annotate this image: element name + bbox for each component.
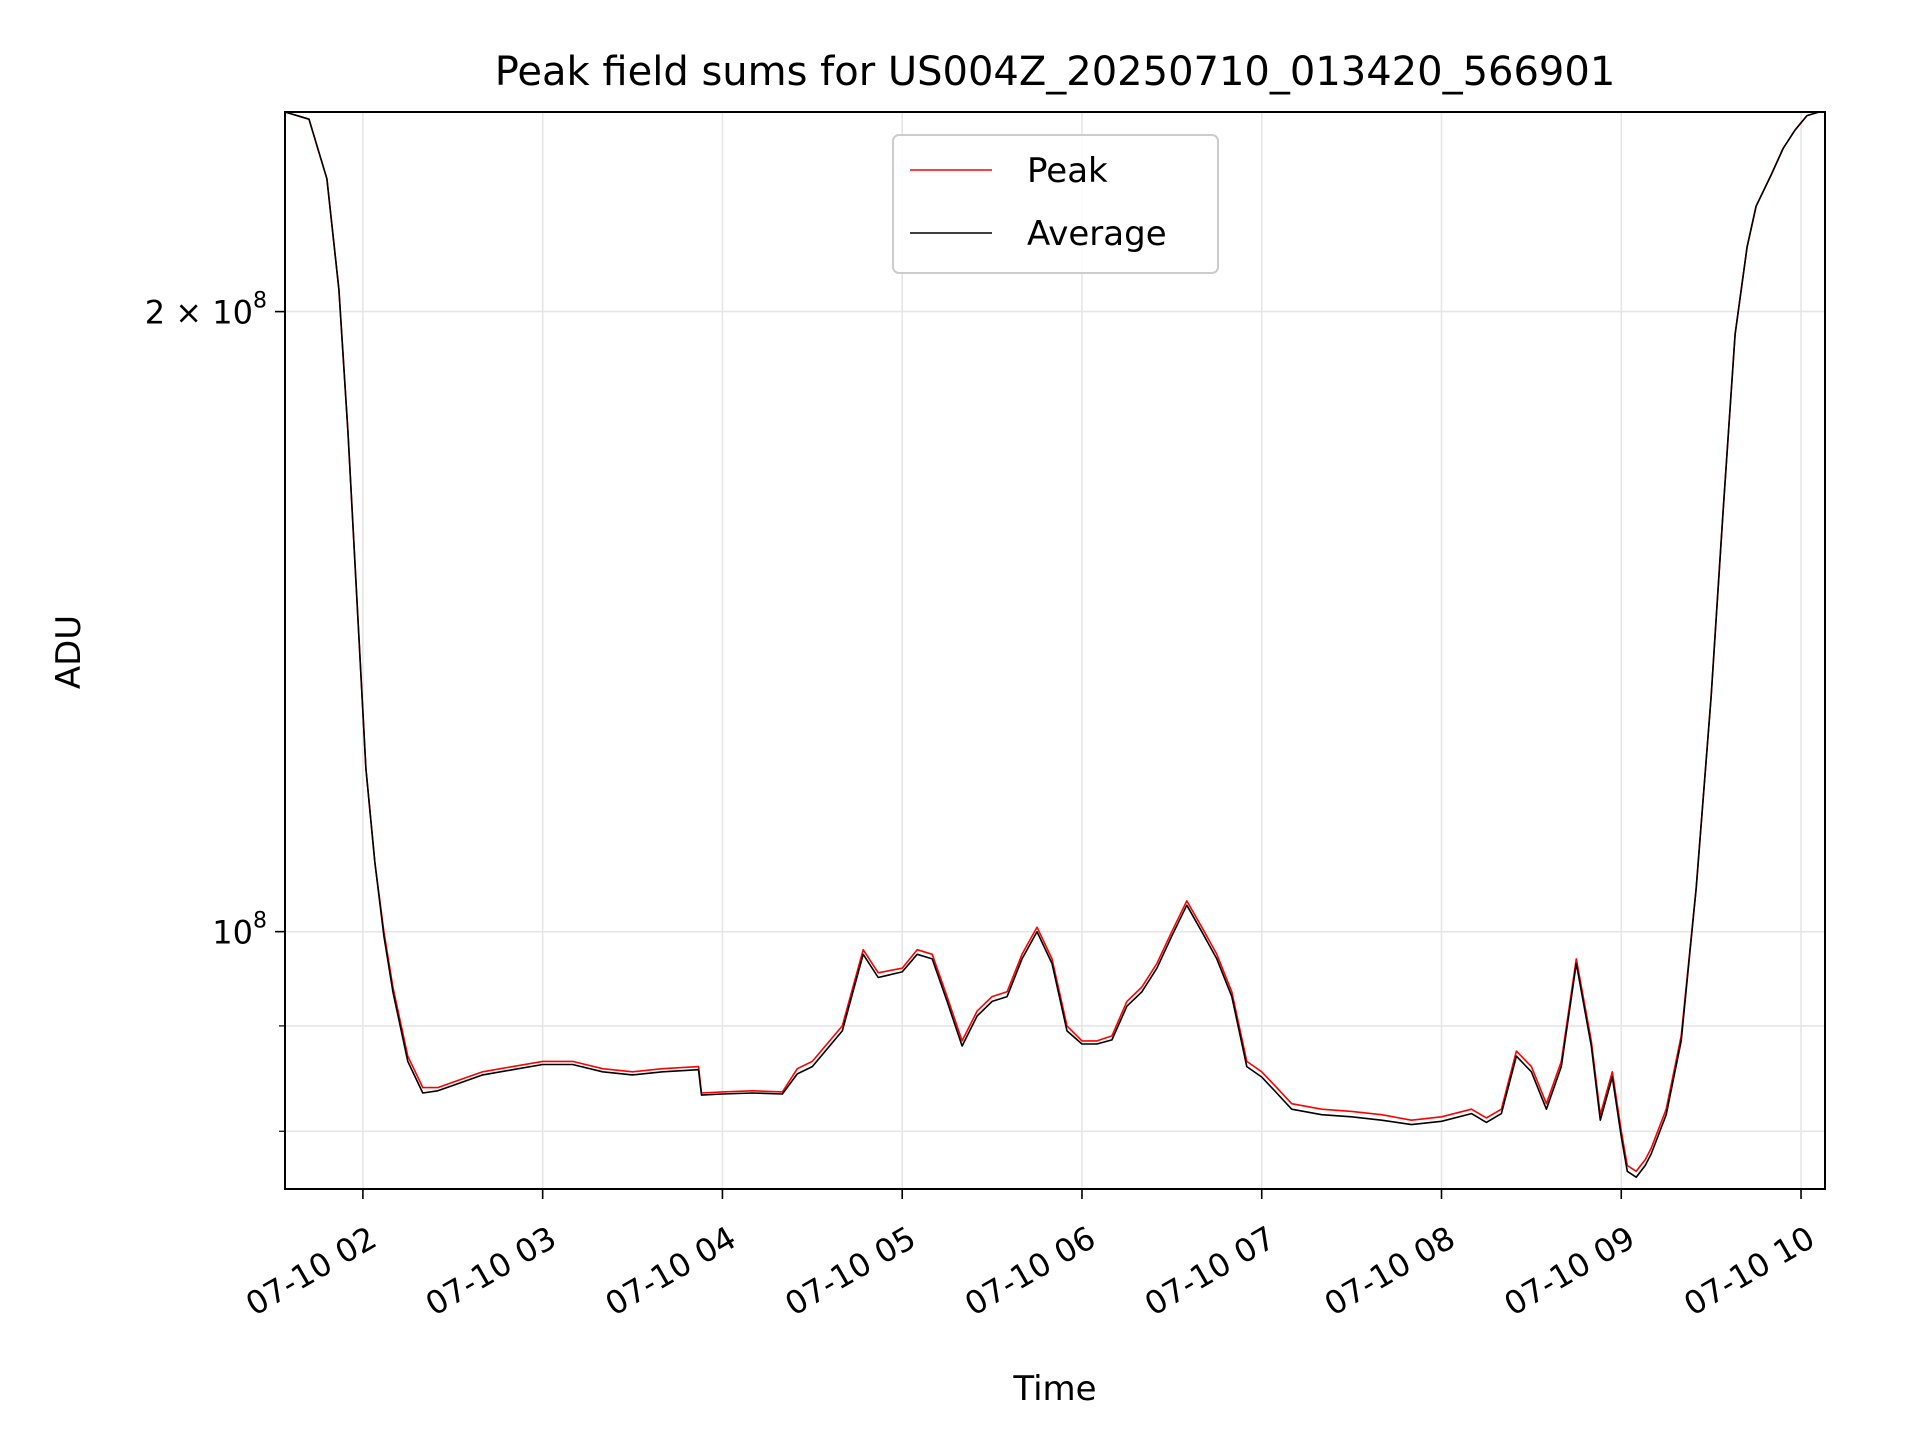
y-tick-label: 108	[212, 909, 267, 952]
axes-frame	[284, 111, 1826, 1190]
legend-average-label: Average	[1027, 214, 1167, 254]
grid	[285, 112, 1825, 1189]
plot-lines	[284, 111, 1820, 1178]
y-tick-label: 2 × 108	[145, 289, 267, 332]
series-line-average	[284, 111, 1820, 1178]
x-axis-label: Time	[1012, 1369, 1096, 1409]
y-axis-label: ADU	[49, 615, 89, 689]
series-line-peak	[284, 111, 1820, 1173]
legend: Peak Average	[892, 134, 1219, 274]
chart-title: Peak field sums for US004Z_20250710_0134…	[495, 49, 1616, 95]
y-ticks: 2 × 108 108	[145, 289, 285, 1132]
legend-peak-label: Peak	[1027, 151, 1108, 191]
